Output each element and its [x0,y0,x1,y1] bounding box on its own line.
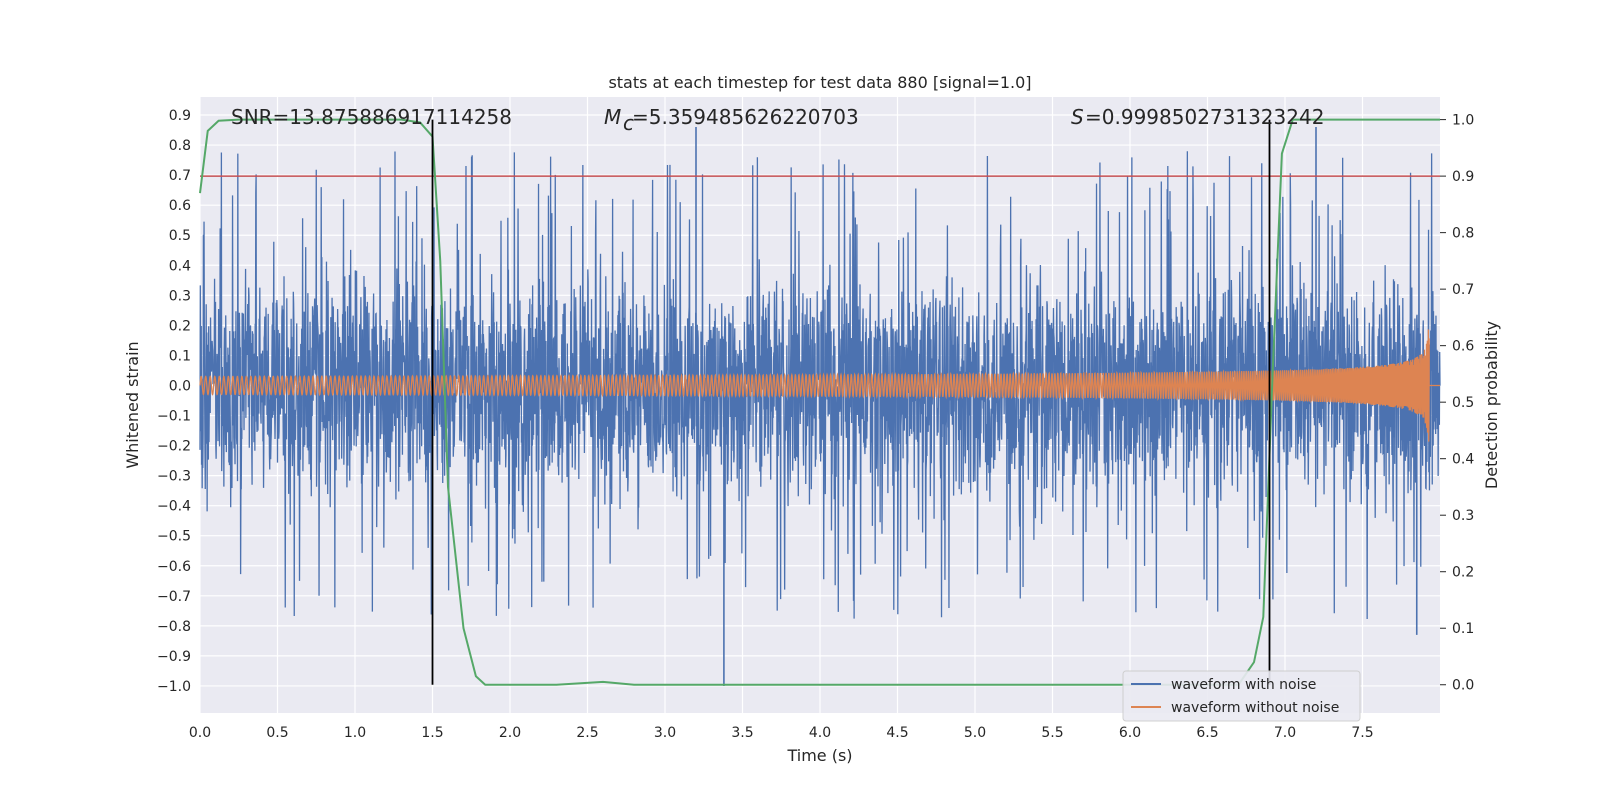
svg-text:c: c [623,111,634,135]
y-left-tick-label-14: −0.5 [157,529,191,545]
x-tick-label-15: 7.5 [1351,725,1373,741]
y-ticks-right: 1.0 0.9 0.8 0.7 0.6 0.5 0.4 0.3 0.2 0.1 0.0 [1440,113,1474,694]
y-right-tick-label-5: 0.5 [1452,395,1474,411]
y-axis-label-right: Detection probability [1482,321,1501,489]
y-left-tick-label-2: 0.7 [169,168,191,184]
y-left-tick-label-16: −0.7 [157,589,191,605]
y-left-tick-label-18: −0.9 [157,649,191,665]
x-tick-label-12: 6.0 [1119,725,1141,741]
y-left-tick-label-4: 0.5 [169,228,191,244]
y-right-tick-label-6: 0.4 [1452,452,1474,468]
y-right-tick-label-9: 0.1 [1452,621,1474,637]
x-tick-label-6: 3.0 [654,725,676,741]
x-tick-label-1: 0.5 [266,725,288,741]
x-tick-label-2: 1.0 [344,725,366,741]
y-right-tick-label-7: 0.3 [1452,508,1474,524]
y-left-tick-label-13: −0.4 [157,499,191,515]
x-tick-label-11: 5.5 [1041,725,1063,741]
annotation-mc-value: =5.359485626220703 [632,105,859,129]
y-left-tick-label-19: −1.0 [157,679,191,695]
clean-waveform-line [199,329,1440,442]
y-right-tick-label-3: 0.7 [1452,282,1474,298]
series-waveform-with-noise [199,127,1441,686]
legend: waveform with noise waveform without noi… [1122,670,1361,722]
y-left-tick-label-0: 0.9 [169,108,191,124]
x-tick-label-14: 7.0 [1274,725,1296,741]
annotation-s-value: =0.9998502731323242 [1085,105,1324,129]
y-left-tick-label-6: 0.3 [169,288,191,304]
svg-text:M: M [604,105,621,129]
x-tick-label-0: 0.0 [189,725,211,741]
svg-text:S: S [1071,105,1084,129]
y-left-tick-label-1: 0.8 [169,138,191,154]
y-right-tick-label-0: 1.0 [1452,113,1474,129]
y-right-tick-label-2: 0.8 [1452,226,1474,242]
y-right-tick-label-8: 0.2 [1452,565,1474,581]
y-right-tick-label-10: 0.0 [1452,678,1474,694]
x-tick-label-5: 2.5 [576,725,598,741]
y-right-tick-label-1: 0.9 [1452,169,1474,185]
y-left-tick-label-9: 0.0 [169,378,191,394]
y-ticks-left: 0.9 0.8 0.7 0.6 0.5 0.4 0.3 0.2 0.1 0.0 −0.1 −0.2 −0… [157,108,191,695]
legend-label-clean: waveform without noise [1171,700,1339,716]
x-tick-label-4: 2.0 [499,725,521,741]
chart-title: stats at each timestep for test data 880… [608,73,1031,92]
x-tick-label-10: 5.0 [964,725,986,741]
noisy-waveform-line [199,151,1441,620]
series-waveform-without-noise [199,329,1440,442]
y-left-tick-label-7: 0.2 [169,318,191,334]
y-left-tick-label-12: −0.3 [157,469,191,485]
x-ticks: 0.0 0.5 1.0 1.5 2.0 2.5 3.0 3.5 4.0 4.5 5.0 5.5 6.0 6… [189,725,1374,741]
y-right-tick-label-4: 0.6 [1452,339,1474,355]
y-left-tick-label-3: 0.6 [169,198,191,214]
series-detection-probability [199,118,1440,686]
x-tick-label-9: 4.5 [886,725,908,741]
annotation-mc: M c =5.359485626220703 [604,105,859,135]
x-axis-label: Time (s) [786,746,852,765]
probability-line [199,118,1440,686]
y-left-tick-label-11: −0.2 [157,439,191,455]
x-tick-label-7: 3.5 [731,725,753,741]
annotation-snr: SNR=13.875886917114258 [231,105,512,129]
y-left-tick-label-5: 0.4 [169,258,191,274]
vertical-markers [431,119,1271,685]
y-left-tick-label-17: −0.8 [157,619,191,635]
y-left-tick-label-10: −0.1 [157,409,191,425]
x-tick-label-13: 6.5 [1196,725,1218,741]
y-left-tick-label-8: 0.1 [169,348,191,364]
y-axis-label-left: Whitened strain [123,341,142,468]
x-tick-label-3: 1.5 [421,725,443,741]
x-tick-label-8: 4.0 [809,725,831,741]
annotation-s: S =0.9998502731323242 [1071,105,1324,129]
y-left-tick-label-15: −0.6 [157,559,191,575]
legend-label-noise: waveform with noise [1171,677,1316,693]
